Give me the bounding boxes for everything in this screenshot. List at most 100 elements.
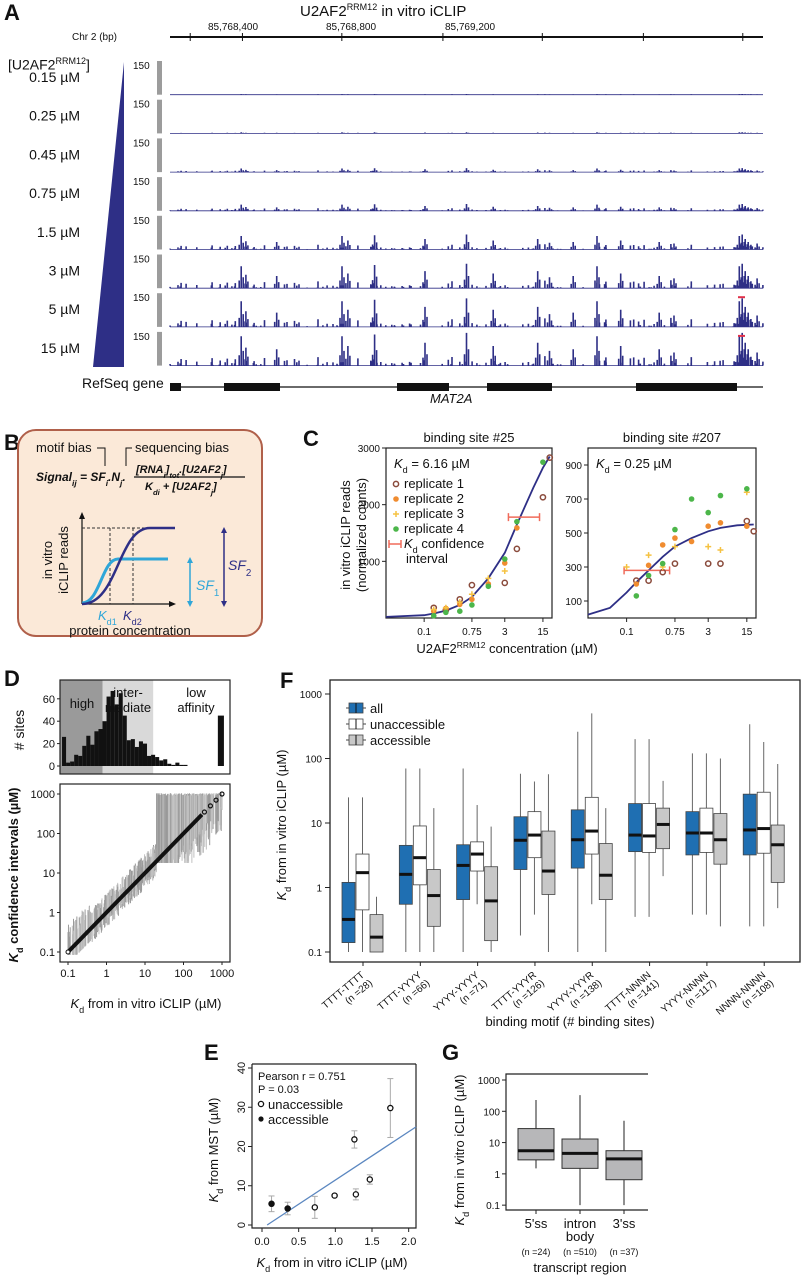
coverage-track-8 <box>169 332 764 366</box>
kd-point <box>213 797 219 803</box>
histogram-bar <box>74 754 79 766</box>
c-plot-frame-1 <box>385 447 553 619</box>
c-plot-frame-2 <box>587 447 757 619</box>
point-replicate-2 <box>672 535 678 541</box>
point-replicate-4 <box>688 496 695 502</box>
point-replicate-3 <box>468 591 475 598</box>
f-box-all <box>742 793 757 856</box>
g-ytick-label: 100 <box>483 1107 500 1118</box>
histogram-bar <box>66 762 71 766</box>
e-point-unaccessible <box>352 1191 360 1198</box>
e-point-unaccessible <box>331 1192 338 1199</box>
ci-xtick-label: 100 <box>174 968 192 980</box>
track-scale-label: 150 <box>133 255 150 266</box>
f-box-unaccessible <box>470 841 485 872</box>
legend-marker-replicate-2 <box>393 496 399 502</box>
point-replicate-2 <box>645 562 652 569</box>
c-xtick-label: 3 <box>502 627 508 638</box>
track-conc-label: 1.5 µM <box>37 224 80 240</box>
panel-a-tracks: 85,768,400 85,768,800 85,769,200 0.15 µM 150… <box>29 22 764 391</box>
e-ytick-label: 40 <box>236 1062 248 1074</box>
f-box-unaccessible <box>584 796 599 855</box>
gene-exon <box>487 383 552 391</box>
kd-diagonal-points <box>66 813 204 954</box>
panel-a-title: U2AF2RRM12 in vitro iCLIP <box>300 2 466 20</box>
histogram-bar <box>151 754 156 766</box>
ci-xtick-label: 10 <box>139 968 151 980</box>
g-xlabel: transcript region <box>533 1260 626 1275</box>
b-yaxis-arrow <box>79 512 85 519</box>
c-ytick-label: 2000 <box>358 501 381 512</box>
point-replicate-3 <box>623 564 630 570</box>
f-box-all <box>513 816 528 870</box>
c-ytick-label: 100 <box>565 597 582 608</box>
ci-ytick-label: 0.1 <box>40 947 55 959</box>
track-conc-label: 15 µM <box>41 340 80 356</box>
track-conc-label: 3 µM <box>49 263 80 279</box>
ci-ytick-label: 1 <box>49 908 55 920</box>
panel-label-a: A <box>4 0 20 25</box>
e-point-unaccessible <box>387 1104 394 1112</box>
f-box-accessible <box>770 824 785 883</box>
g-plot-frame <box>505 1073 648 1211</box>
f-box-all <box>628 803 642 853</box>
hist-ylabel: # sites <box>11 710 27 750</box>
point-replicate-4 <box>540 459 546 465</box>
gene-exon <box>170 383 181 391</box>
concentration-wedge <box>93 62 124 367</box>
track-conc-label: 0.75 µM <box>29 185 80 201</box>
track-conc-label: 0.45 µM <box>29 146 80 162</box>
track-scale-bar <box>157 177 162 211</box>
c-xtick-label: 0.1 <box>417 627 431 638</box>
sequencing-bias-label: sequencing bias <box>135 440 229 455</box>
histogram-bar <box>70 761 75 766</box>
c-ytick-label: 3000 <box>358 444 381 455</box>
point-replicate-4 <box>457 608 463 614</box>
f-ytick-label: 0.1 <box>308 948 322 959</box>
c-plot-title-2: binding site #207 <box>623 430 721 445</box>
g-box <box>517 1128 555 1161</box>
formula-lhs: Signalij = SFi.Nj. <box>36 470 126 488</box>
kd-point <box>201 809 208 815</box>
panel-label-b: B <box>4 430 20 455</box>
point-replicate-3 <box>705 543 712 550</box>
e-point-unaccessible <box>311 1204 319 1211</box>
ci-ytick-label: 1000 <box>31 789 55 801</box>
point-replicate-1 <box>539 493 547 501</box>
point-replicate-3 <box>671 543 678 550</box>
e-point-unaccessible <box>351 1136 358 1143</box>
f-box-accessible <box>369 914 384 953</box>
point-replicate-1 <box>743 517 751 525</box>
point-replicate-1 <box>546 454 554 461</box>
f-legend-label-all: all <box>370 701 383 716</box>
conc-header: [U2AF2RRM12] <box>8 56 90 73</box>
point-replicate-2 <box>717 520 724 526</box>
c-ylabel-1: in vitro iCLIP reads <box>338 480 353 590</box>
histogram-bar <box>122 715 127 766</box>
e-ytick-label: 10 <box>236 1180 248 1192</box>
histogram-bar <box>179 764 184 766</box>
sf2-label: SF2 <box>228 557 251 579</box>
histogram-bar <box>82 745 87 766</box>
title-main: U2AF2 <box>300 3 347 20</box>
c-xlabel: U2AF2RRM12 concentration (µM) <box>416 640 597 655</box>
point-replicate-4 <box>514 518 520 525</box>
model-box <box>17 429 263 637</box>
c-kd-annotation-2: Kd = 0.25 µM <box>596 456 672 475</box>
c-kd-annotation-1: Kd = 6.16 µM <box>394 456 470 475</box>
motif-bias-bracket <box>97 447 106 466</box>
histogram-bar <box>171 764 176 766</box>
f-ytick-label: 1000 <box>300 690 323 701</box>
point-replicate-1 <box>750 527 758 535</box>
c-xtick-label: 0.75 <box>665 627 685 638</box>
point-replicate-2 <box>659 542 666 548</box>
e-legend-marker-accessible <box>258 1116 264 1122</box>
e-xtick-label: 2.0 <box>401 1236 416 1248</box>
formula-denominator: Kdi + [U2AF2j] <box>145 481 217 497</box>
histogram-bar <box>175 762 180 766</box>
c-xtick-label: 0.75 <box>462 627 482 638</box>
point-replicate-4 <box>717 492 724 499</box>
point-replicate-1 <box>501 579 509 587</box>
c-ytick-label: 500 <box>565 529 582 540</box>
panel-label-g: G <box>442 1040 460 1065</box>
